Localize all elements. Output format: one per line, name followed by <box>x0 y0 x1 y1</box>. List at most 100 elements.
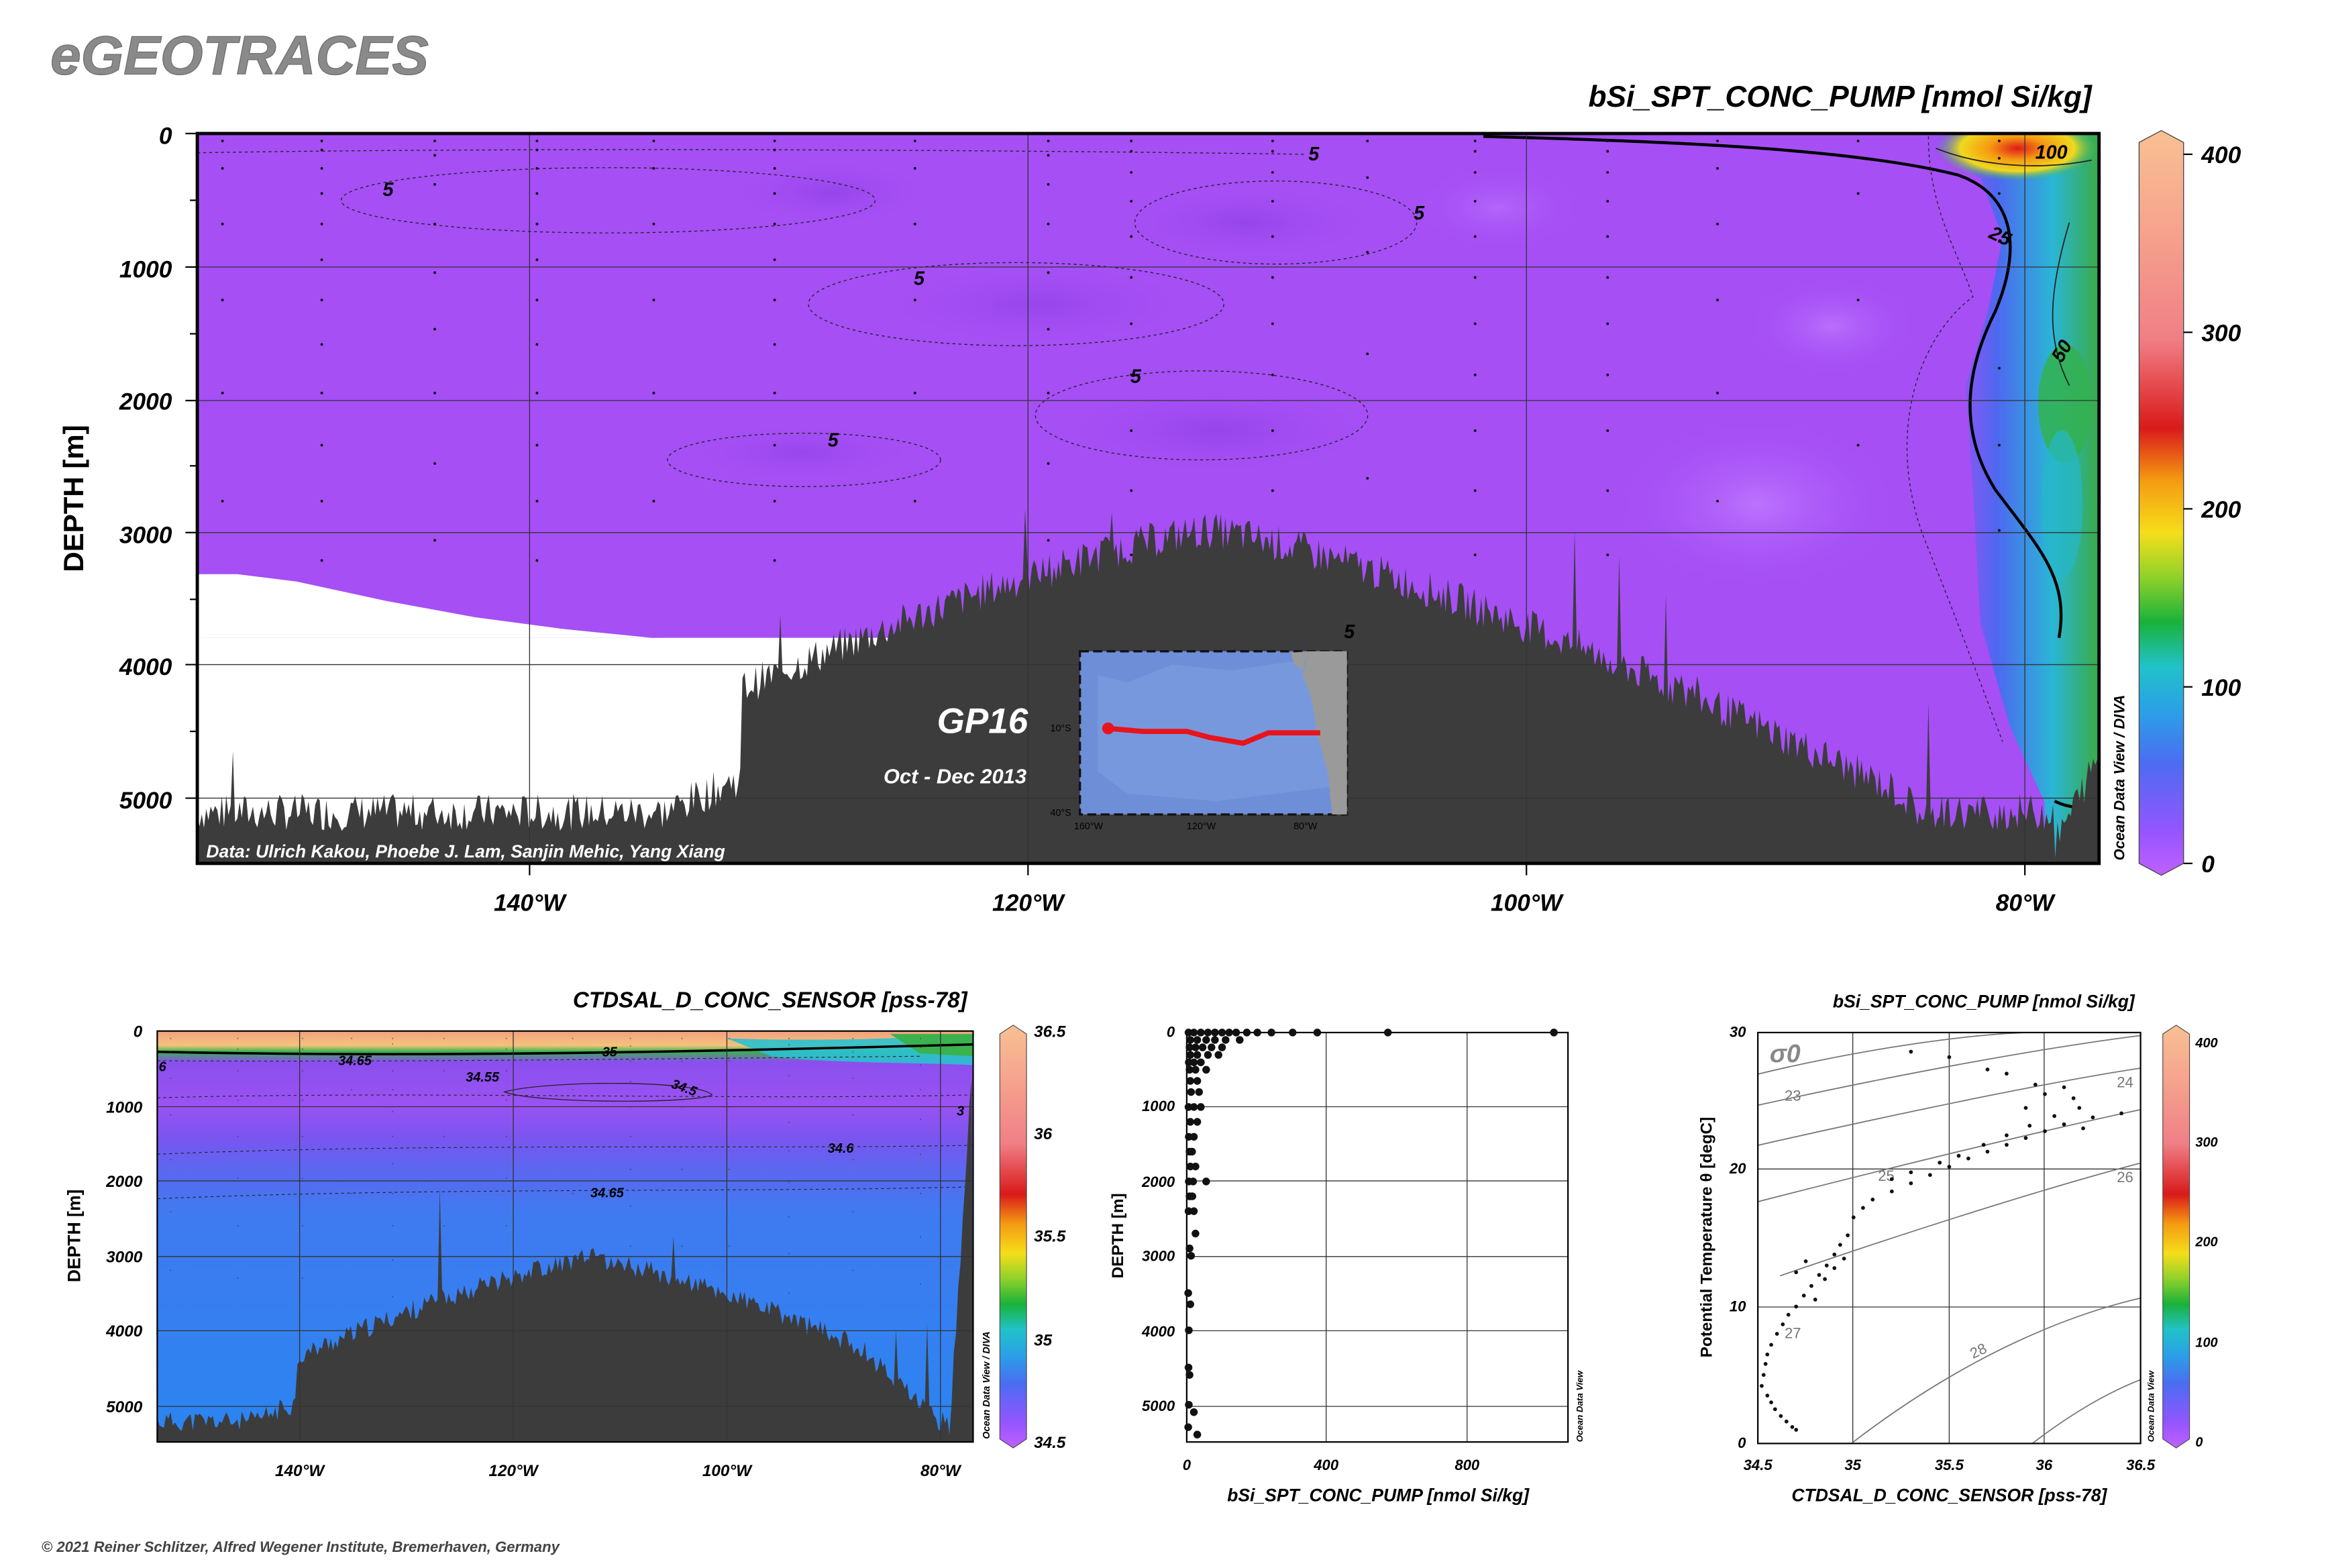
sample-point <box>221 166 224 170</box>
scatter-point <box>2119 1111 2123 1116</box>
sample-point <box>1606 170 1609 174</box>
sample-point <box>1997 299 2001 302</box>
sample-point <box>237 1069 239 1072</box>
sample-point <box>788 1074 790 1077</box>
scatter-point <box>1193 1051 1202 1059</box>
sample-point <box>1130 553 1133 556</box>
scatter-point <box>1981 1143 1986 1147</box>
scatter-point <box>1927 1173 1932 1178</box>
sample-point <box>1271 199 1274 203</box>
scatter-point <box>1186 1118 1194 1126</box>
sample-point <box>919 1046 922 1048</box>
sample-point <box>919 1153 922 1155</box>
sample-point <box>919 1088 922 1091</box>
sample-point <box>535 192 539 195</box>
sample-point <box>1473 553 1477 556</box>
profile-y-axis-label: DEPTH [m] <box>1109 1193 1127 1278</box>
sal-section-frame <box>156 1030 974 1443</box>
scatter-point <box>1188 1192 1197 1200</box>
x-tick-label: 36 <box>2036 1457 2053 1473</box>
scatter-point <box>1763 1362 1768 1366</box>
sample-point <box>392 1296 394 1298</box>
sample-point <box>1271 429 1274 432</box>
sample-point <box>913 299 916 302</box>
sample-point <box>681 1037 683 1039</box>
colorbar-tick-label: 35 <box>1034 1331 1053 1349</box>
sample-point <box>1047 222 1050 225</box>
sample-point <box>1366 476 1369 480</box>
inset-lon-label: 160°W <box>1074 821 1104 832</box>
sample-point <box>788 1121 790 1124</box>
isopycnal-label: 27 <box>1785 1324 1801 1341</box>
sample-point <box>1856 299 1860 302</box>
contour-label: 5 <box>828 430 839 452</box>
sample-point <box>237 1178 239 1180</box>
sample-point <box>1473 150 1477 153</box>
sample-point <box>913 222 916 225</box>
scatter-point <box>1198 1043 1207 1051</box>
scatter-point <box>1202 1036 1210 1044</box>
scatter-point <box>2077 1106 2082 1110</box>
scatter-point <box>1204 1051 1212 1059</box>
sample-point <box>572 1037 574 1039</box>
scatter-point <box>1947 1055 1952 1059</box>
sample-point <box>237 1224 239 1226</box>
scatter-point <box>1889 1189 1894 1194</box>
sample-point <box>1856 443 1860 447</box>
isopycnal-label: 26 <box>2117 1169 2133 1186</box>
sample-point <box>788 1292 790 1294</box>
sample-point <box>652 140 655 143</box>
scatter-point <box>1192 1065 1200 1074</box>
sample-point <box>919 1236 922 1238</box>
sample-point <box>1997 529 2001 532</box>
y-tick-label: 1000 <box>119 256 172 282</box>
inset-lat-label: 40°S <box>1050 808 1071 819</box>
scatter-point <box>2062 1122 2066 1127</box>
contour-label: 34.65 <box>338 1054 372 1069</box>
scatter-point <box>1794 1304 1799 1309</box>
sample-point <box>1271 489 1274 492</box>
sample-point <box>572 1192 574 1194</box>
scatter-point <box>1956 1153 1961 1158</box>
sample-point <box>629 1168 631 1171</box>
sample-point <box>1271 150 1274 153</box>
sample-point <box>773 559 776 562</box>
sample-point <box>572 1088 574 1091</box>
contour-label: 5 <box>382 179 394 201</box>
sample-point <box>320 166 323 170</box>
profile-plot: 0 1000 2000 3000 4000 5000 0 400 800 bSi… <box>1109 1024 1585 1506</box>
main-section-title: bSi_SPT_CONC_PUMP [nmol Si/kg] <box>1588 81 2092 113</box>
sample-point <box>170 1037 172 1039</box>
scatter-point <box>1193 1430 1202 1439</box>
sample-point <box>505 1135 507 1137</box>
sample-point <box>1047 271 1050 274</box>
scatter-point <box>1838 1243 1842 1247</box>
scatter-point <box>1232 1029 1240 1037</box>
colorbar-tick-label: 36 <box>1034 1125 1053 1143</box>
sample-point <box>320 140 323 143</box>
sample-point <box>443 1069 445 1072</box>
contour-label: 5 <box>1414 203 1425 224</box>
sample-point <box>629 1245 631 1247</box>
sample-point <box>652 166 655 170</box>
sample-point <box>505 1178 507 1180</box>
scatter-point <box>1202 1178 1210 1186</box>
sample-point <box>852 1114 854 1116</box>
main-y-ticks <box>185 132 198 799</box>
sample-point <box>433 327 437 331</box>
sal-y-axis-label: DEPTH [m] <box>64 1190 84 1282</box>
scatter-point <box>2081 1126 2085 1131</box>
contour-label: 34.6 <box>828 1141 855 1156</box>
scatter-point <box>1938 1160 1942 1165</box>
sample-point <box>852 1037 854 1039</box>
sample-point <box>350 1037 353 1039</box>
sample-point <box>1997 240 2001 243</box>
scatter-point <box>1823 1277 1827 1282</box>
scatter-point <box>2005 1143 2009 1147</box>
sample-point <box>237 1048 239 1050</box>
y-tick-label: 4000 <box>119 654 172 680</box>
colorbar-tick-label: 34.5 <box>1034 1434 1066 1452</box>
sample-point <box>221 391 224 395</box>
ts-plot: bSi_SPT_CONC_PUMP [nmol Si/kg] 23 24 25 … <box>1698 991 2218 1505</box>
scatter-point <box>1186 1036 1194 1044</box>
